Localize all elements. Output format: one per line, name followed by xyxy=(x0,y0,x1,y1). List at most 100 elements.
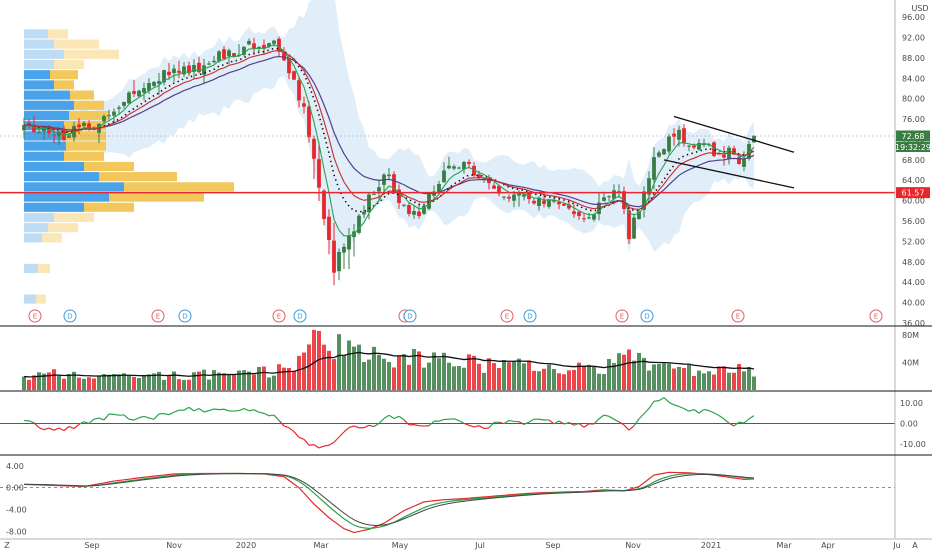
osc-segment xyxy=(678,405,685,410)
candle xyxy=(132,91,136,94)
candle xyxy=(462,161,466,170)
candle xyxy=(452,166,456,169)
osc-segment xyxy=(273,414,280,421)
volume-bar xyxy=(752,376,756,390)
event-circle xyxy=(151,309,165,323)
candle xyxy=(682,128,686,144)
dividend-marker[interactable]: D xyxy=(403,309,417,323)
osc-segment xyxy=(578,422,585,428)
time-tick-label: Mar xyxy=(313,541,329,550)
candle xyxy=(302,103,306,107)
profile-bar-up xyxy=(24,90,70,100)
candle xyxy=(627,210,631,240)
volume-bar xyxy=(222,373,226,390)
osc-segment xyxy=(438,418,445,422)
event-label: D xyxy=(67,313,72,321)
osc-segment xyxy=(718,415,725,420)
candle xyxy=(272,40,276,44)
volume-bar xyxy=(162,379,166,390)
volume-bar xyxy=(307,344,311,390)
osc-segment xyxy=(313,444,320,449)
volume-bar xyxy=(672,368,676,390)
event-circle xyxy=(500,309,514,323)
candle xyxy=(437,184,441,194)
osc-segment xyxy=(298,436,305,440)
candle xyxy=(137,90,141,97)
volume-bar xyxy=(252,374,256,390)
osc-segment xyxy=(638,413,645,420)
profile-bar-down xyxy=(64,49,119,59)
osc-segment xyxy=(623,424,630,431)
candle xyxy=(747,143,751,159)
profile-bar-up xyxy=(24,39,54,49)
candle xyxy=(582,218,586,220)
volume-bar xyxy=(202,369,206,390)
candle xyxy=(672,133,676,137)
earnings-marker[interactable]: E xyxy=(500,309,514,323)
earnings-marker[interactable]: E xyxy=(151,309,165,323)
volume-bar xyxy=(347,340,351,390)
event-label: E xyxy=(874,313,878,321)
osc-segment xyxy=(648,400,655,409)
last-price-badge: 72.68 xyxy=(896,130,930,142)
dividend-marker[interactable]: D xyxy=(523,309,537,323)
volume-bar xyxy=(387,361,391,390)
earnings-marker[interactable]: E xyxy=(731,309,745,323)
earnings-marker[interactable]: E xyxy=(272,309,286,323)
candle xyxy=(312,138,316,159)
volume-bar xyxy=(547,364,551,390)
volume-bar xyxy=(327,350,331,390)
osc-segment xyxy=(558,420,565,425)
event-circle xyxy=(28,309,42,323)
candle xyxy=(557,201,561,205)
candle xyxy=(497,185,501,194)
candle xyxy=(292,71,296,80)
candle xyxy=(57,131,61,137)
volume-bar xyxy=(477,363,481,390)
candle xyxy=(397,189,401,204)
profile-bar-up xyxy=(24,294,36,304)
profile-bar-up xyxy=(24,233,42,243)
earnings-marker[interactable]: E xyxy=(615,309,629,323)
volume-bar xyxy=(247,371,251,390)
candle xyxy=(467,161,471,164)
candle xyxy=(182,66,186,75)
volume-bar xyxy=(392,367,396,390)
osc-segment xyxy=(528,418,535,423)
volume-bar xyxy=(92,378,96,390)
osc-segment xyxy=(278,420,285,427)
candle xyxy=(407,205,411,214)
osc-segment xyxy=(93,417,100,420)
event-circle xyxy=(640,309,654,323)
osc-segment xyxy=(383,414,390,419)
candle xyxy=(652,157,656,180)
volume-bar xyxy=(727,372,731,390)
volume-bar xyxy=(52,369,56,390)
candle xyxy=(457,167,461,169)
profile-bar-down xyxy=(48,29,68,39)
candle xyxy=(177,70,181,73)
volume-bar xyxy=(367,359,371,390)
volume-bar xyxy=(132,376,136,390)
dividend-marker[interactable]: D xyxy=(293,309,307,323)
osc-segment xyxy=(198,408,205,413)
osc-segment xyxy=(223,408,230,412)
event-circle xyxy=(523,309,537,323)
dividend-marker[interactable]: D xyxy=(63,309,77,323)
dividend-marker[interactable]: D xyxy=(178,309,192,323)
volume-bar xyxy=(87,377,91,390)
osc-segment xyxy=(63,425,70,432)
earnings-marker[interactable]: E xyxy=(28,309,42,323)
volume-bar xyxy=(207,379,211,390)
event-label: D xyxy=(407,313,412,321)
volume-bar xyxy=(152,373,156,390)
profile-bar-up xyxy=(24,100,74,110)
volume-bar xyxy=(437,358,441,390)
volume-profile xyxy=(24,29,234,304)
macd-tick-label: -4.00 xyxy=(6,506,27,515)
candle xyxy=(412,211,416,215)
dividend-marker[interactable]: D xyxy=(640,309,654,323)
earnings-marker[interactable]: E xyxy=(869,309,883,323)
